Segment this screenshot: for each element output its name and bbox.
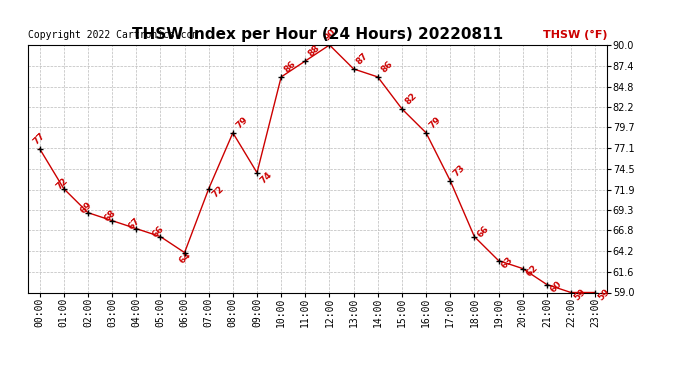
Text: 86: 86 xyxy=(283,59,298,74)
Text: 72: 72 xyxy=(54,176,70,192)
Text: 63: 63 xyxy=(500,255,515,270)
Text: 59: 59 xyxy=(597,287,612,302)
Text: 67: 67 xyxy=(126,216,142,231)
Text: 73: 73 xyxy=(452,163,467,178)
Text: 90: 90 xyxy=(322,27,337,42)
Text: 68: 68 xyxy=(102,208,117,224)
Text: 79: 79 xyxy=(235,115,250,130)
Text: 88: 88 xyxy=(307,43,322,58)
Text: 62: 62 xyxy=(524,263,540,278)
Text: THSW (°F): THSW (°F) xyxy=(543,30,607,40)
Text: 59: 59 xyxy=(573,287,588,302)
Text: 82: 82 xyxy=(404,91,419,106)
Text: 66: 66 xyxy=(150,224,166,239)
Text: 66: 66 xyxy=(476,224,491,239)
Text: Copyright 2022 Cartronics.com: Copyright 2022 Cartronics.com xyxy=(28,30,198,40)
Title: THSW Index per Hour (24 Hours) 20220811: THSW Index per Hour (24 Hours) 20220811 xyxy=(132,27,503,42)
Text: 60: 60 xyxy=(549,279,563,294)
Text: 64: 64 xyxy=(177,250,193,265)
Text: 74: 74 xyxy=(259,170,274,185)
Text: 72: 72 xyxy=(210,184,226,200)
Text: 87: 87 xyxy=(355,51,371,66)
Text: 69: 69 xyxy=(78,200,94,216)
Text: 86: 86 xyxy=(380,59,395,74)
Text: 79: 79 xyxy=(428,115,443,130)
Text: 77: 77 xyxy=(31,130,47,146)
